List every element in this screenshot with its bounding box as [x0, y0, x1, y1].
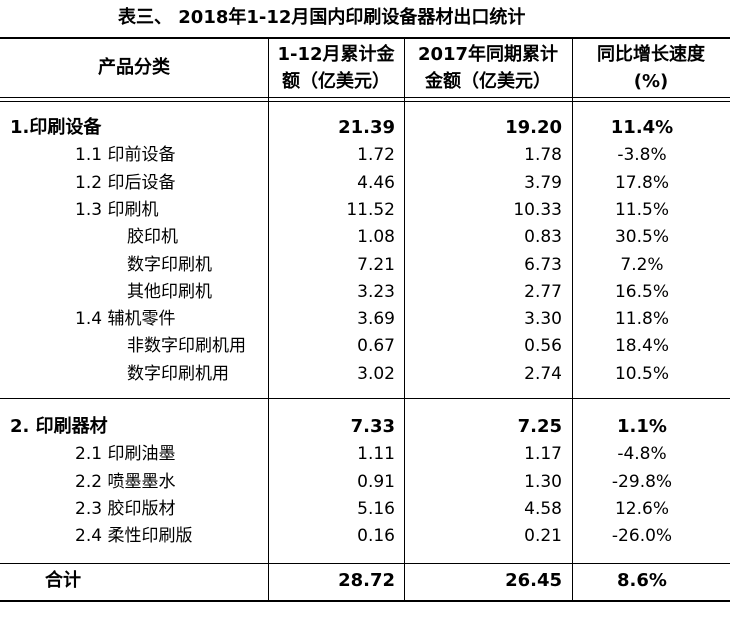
- row-label: 2.1 印刷油墨: [75, 444, 176, 465]
- cell-value: -4.8%: [617, 444, 667, 465]
- column-rule: [404, 38, 405, 601]
- cell-value: 11.4%: [610, 117, 674, 138]
- cell-value: 3.79: [524, 172, 562, 193]
- cell-value: -3.8%: [617, 145, 667, 166]
- row-label: 合计: [45, 570, 81, 591]
- cell-value: 2.77: [524, 281, 562, 302]
- row-label: 1.2 印后设备: [75, 172, 176, 193]
- cell-value: 1.30: [524, 471, 562, 492]
- cell-value: 1.78: [524, 145, 562, 166]
- rule: [0, 37, 730, 39]
- cell-value: 5.16: [357, 498, 395, 519]
- cell-value: 17.8%: [614, 172, 669, 193]
- row-label: 非数字印刷机用: [127, 336, 246, 357]
- cell-value: 4.58: [524, 498, 562, 519]
- cell-value: 21.39: [338, 117, 395, 138]
- row-label: 1.4 辅机零件: [75, 309, 176, 330]
- header-cell: 2017年同期累计: [417, 44, 559, 65]
- cell-value: 3.69: [357, 309, 395, 330]
- cell-value: -26.0%: [611, 526, 673, 547]
- cell-value: 18.4%: [614, 336, 669, 357]
- cell-value: 28.72: [338, 570, 395, 591]
- row-label: 2.3 胶印版材: [75, 498, 176, 519]
- header-cell: 产品分类: [98, 57, 170, 78]
- row-label: 1.印刷设备: [10, 117, 102, 138]
- row-label: 1.3 印刷机: [75, 199, 159, 220]
- cell-value: 26.45: [505, 570, 562, 591]
- cell-value: 7.33: [350, 416, 395, 437]
- cell-value: 11.8%: [614, 309, 669, 330]
- cell-value: 7.25: [517, 416, 562, 437]
- header-cell: 额（亿美元）: [282, 71, 390, 92]
- header-cell: 同比增长速度: [597, 44, 705, 65]
- cell-value: 16.5%: [614, 281, 669, 302]
- rule: [0, 97, 730, 98]
- cell-value: 30.5%: [614, 227, 669, 248]
- row-label: 其他印刷机: [127, 281, 212, 302]
- rule: [0, 600, 730, 602]
- cell-value: 1.11: [357, 444, 395, 465]
- cell-value: 11.52: [346, 199, 395, 220]
- cell-value: 10.33: [513, 199, 562, 220]
- row-label: 胶印机: [127, 227, 178, 248]
- cell-value: 0.67: [357, 336, 395, 357]
- cell-value: 3.02: [357, 363, 395, 384]
- row-label: 数字印刷机: [127, 254, 212, 275]
- cell-value: 1.72: [357, 145, 395, 166]
- cell-value: 4.46: [357, 172, 395, 193]
- cell-value: 8.6%: [617, 570, 667, 591]
- cell-value: 7.2%: [620, 254, 664, 275]
- cell-value: 7.21: [357, 254, 395, 275]
- row-label: 2.4 柔性印刷版: [75, 526, 193, 547]
- row-label: 数字印刷机用: [127, 363, 229, 384]
- cell-value: 3.30: [524, 309, 562, 330]
- title: 表三、 2018年1-12月国内印刷设备器材出口统计: [118, 7, 526, 28]
- header-cell: 金额（亿美元）: [425, 71, 551, 92]
- row-label: 1.1 印前设备: [75, 145, 176, 166]
- rule: [0, 563, 730, 564]
- cell-value: 1.17: [524, 444, 562, 465]
- rule: [0, 398, 730, 399]
- cell-value: 12.6%: [614, 498, 669, 519]
- cell-value: 1.1%: [617, 416, 667, 437]
- rule: [0, 101, 730, 102]
- header-cell: 1-12月累计金: [277, 44, 395, 65]
- cell-value: 10.5%: [614, 363, 669, 384]
- cell-value: 19.20: [505, 117, 562, 138]
- cell-value: 3.23: [357, 281, 395, 302]
- cell-value: 0.56: [524, 336, 562, 357]
- column-rule: [268, 38, 269, 601]
- row-label: 2.2 喷墨墨水: [75, 471, 176, 492]
- cell-value: 11.5%: [614, 199, 669, 220]
- column-rule: [572, 38, 573, 601]
- cell-value: 2.74: [524, 363, 562, 384]
- row-label: 2. 印刷器材: [10, 416, 108, 437]
- cell-value: 6.73: [524, 254, 562, 275]
- header-cell: (%): [633, 71, 669, 92]
- cell-value: -29.8%: [611, 471, 673, 492]
- cell-value: 0.83: [524, 227, 562, 248]
- cell-value: 1.08: [357, 227, 395, 248]
- cell-value: 0.91: [357, 471, 395, 492]
- cell-value: 0.21: [524, 526, 562, 547]
- cell-value: 0.16: [357, 526, 395, 547]
